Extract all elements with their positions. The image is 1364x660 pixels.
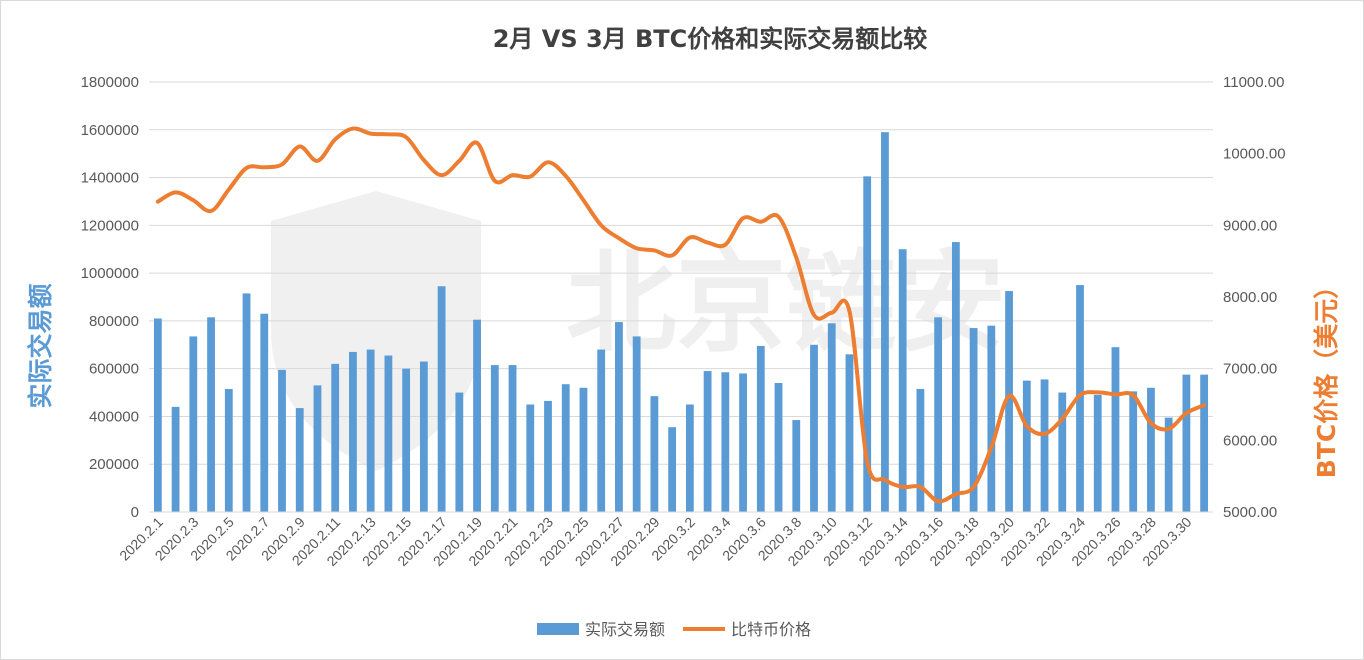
bar [1182, 374, 1191, 512]
bar [207, 317, 215, 512]
left-tick-label: 400000 [89, 408, 139, 425]
left-tick-label: 1600000 [81, 122, 139, 139]
right-tick-label: 8000.00 [1223, 289, 1277, 306]
gridlines [149, 81, 1213, 465]
shield-logo-icon [271, 191, 481, 471]
bar [366, 349, 375, 512]
bar [1022, 380, 1031, 512]
bar [898, 249, 907, 512]
bar [1111, 347, 1120, 512]
bar [349, 351, 357, 512]
bar [313, 385, 322, 512]
bar [544, 400, 552, 512]
bar [455, 392, 464, 512]
legend: 实际交易额 比特币价格 [537, 620, 811, 639]
bar [756, 345, 765, 512]
right-tick-label: 6000.00 [1223, 432, 1277, 449]
right-tick-label: 11000.00 [1223, 74, 1284, 91]
bar [1164, 417, 1173, 512]
left-tick-label: 1000000 [81, 265, 139, 282]
bar [419, 361, 428, 512]
bar [579, 387, 588, 512]
bar [402, 368, 411, 512]
bar [827, 323, 836, 512]
bar [810, 344, 818, 512]
bar [1147, 387, 1155, 512]
bar [490, 365, 499, 512]
chart-title: 2月 VS 3月 BTC价格和实际交易额比较 [493, 25, 928, 53]
right-tick-label: 10000.00 [1223, 146, 1286, 163]
left-tick-label: 1400000 [81, 170, 139, 187]
bar [934, 317, 943, 512]
bar [224, 388, 233, 512]
right-axis-ticks: 5000.00 6000.00 7000.00 8000.00 9000.00 10000… [1223, 74, 1286, 521]
bar [916, 388, 925, 512]
bar [473, 319, 481, 512]
bar [331, 363, 340, 512]
right-tick-label: 7000.00 [1223, 361, 1277, 378]
bar [1076, 285, 1084, 512]
bar [615, 322, 623, 512]
left-tick-label: 1200000 [81, 217, 139, 234]
right-tick-label: 5000.00 [1223, 504, 1277, 521]
bar [384, 355, 393, 512]
bar [1200, 374, 1209, 512]
bar [260, 313, 269, 512]
line-series-group [155, 126, 1207, 504]
right-tick-label: 9000.00 [1223, 217, 1277, 234]
bar [650, 396, 659, 512]
bar [1093, 394, 1102, 512]
x-axis-ticks: 2020.2.12020.2.32020.2.52020.2.72020.2.9… [116, 514, 1195, 570]
bar [1129, 391, 1138, 512]
left-tick-label: 800000 [89, 313, 139, 330]
left-tick-label: 1800000 [81, 74, 139, 91]
bar [561, 384, 570, 512]
bar [437, 286, 446, 512]
bar [951, 242, 960, 513]
bar [153, 318, 162, 512]
bar [295, 408, 304, 512]
bar [171, 406, 180, 512]
left-axis-ticks: 0 200000 400000 600000 800000 1000000 1200000 1… [81, 74, 139, 521]
left-tick-label: 0 [131, 504, 139, 521]
bar [1040, 379, 1049, 512]
bar [189, 336, 198, 512]
bar [987, 325, 996, 512]
bar [242, 293, 251, 512]
legend-bar-label: 实际交易额 [585, 620, 665, 639]
legend-bar-swatch [537, 623, 579, 635]
bar [881, 132, 889, 512]
bar [863, 176, 872, 512]
bar [685, 404, 694, 512]
left-axis-title: 实际交易额 [26, 283, 55, 408]
bar [774, 383, 783, 512]
bar [845, 354, 854, 512]
bar [721, 372, 730, 512]
price-line [155, 126, 1207, 504]
bar [792, 420, 801, 512]
bar [739, 373, 747, 512]
bar [508, 365, 517, 512]
bar [597, 349, 606, 512]
bar-series [153, 132, 1209, 513]
bar [278, 369, 286, 512]
left-tick-label: 200000 [89, 456, 139, 473]
left-tick-label: 600000 [89, 361, 139, 378]
bar [1005, 291, 1013, 512]
bar [969, 328, 978, 512]
right-axis-title: BTC价格（美元） [1312, 274, 1341, 478]
bar [668, 427, 677, 512]
bar [632, 336, 641, 512]
bar [526, 404, 535, 512]
bar [703, 371, 712, 512]
bar [1058, 392, 1067, 512]
legend-line-label: 比特币价格 [731, 620, 811, 639]
